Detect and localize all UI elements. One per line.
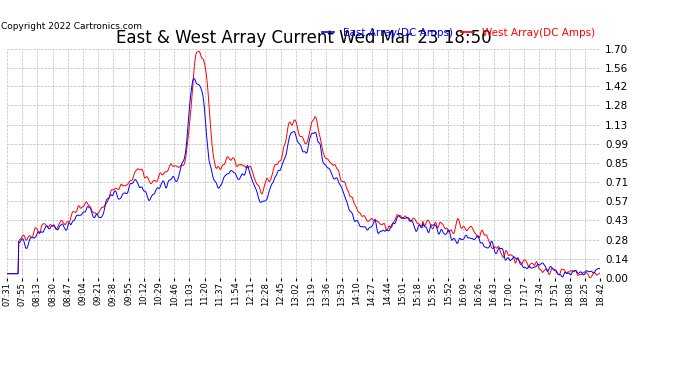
Title: East & West Array Current Wed Mar 23 18:50: East & West Array Current Wed Mar 23 18:…	[116, 29, 491, 47]
Legend: East Array(DC Amps), West Array(DC Amps): East Array(DC Amps), West Array(DC Amps)	[322, 28, 595, 38]
Text: Copyright 2022 Cartronics.com: Copyright 2022 Cartronics.com	[1, 22, 142, 32]
